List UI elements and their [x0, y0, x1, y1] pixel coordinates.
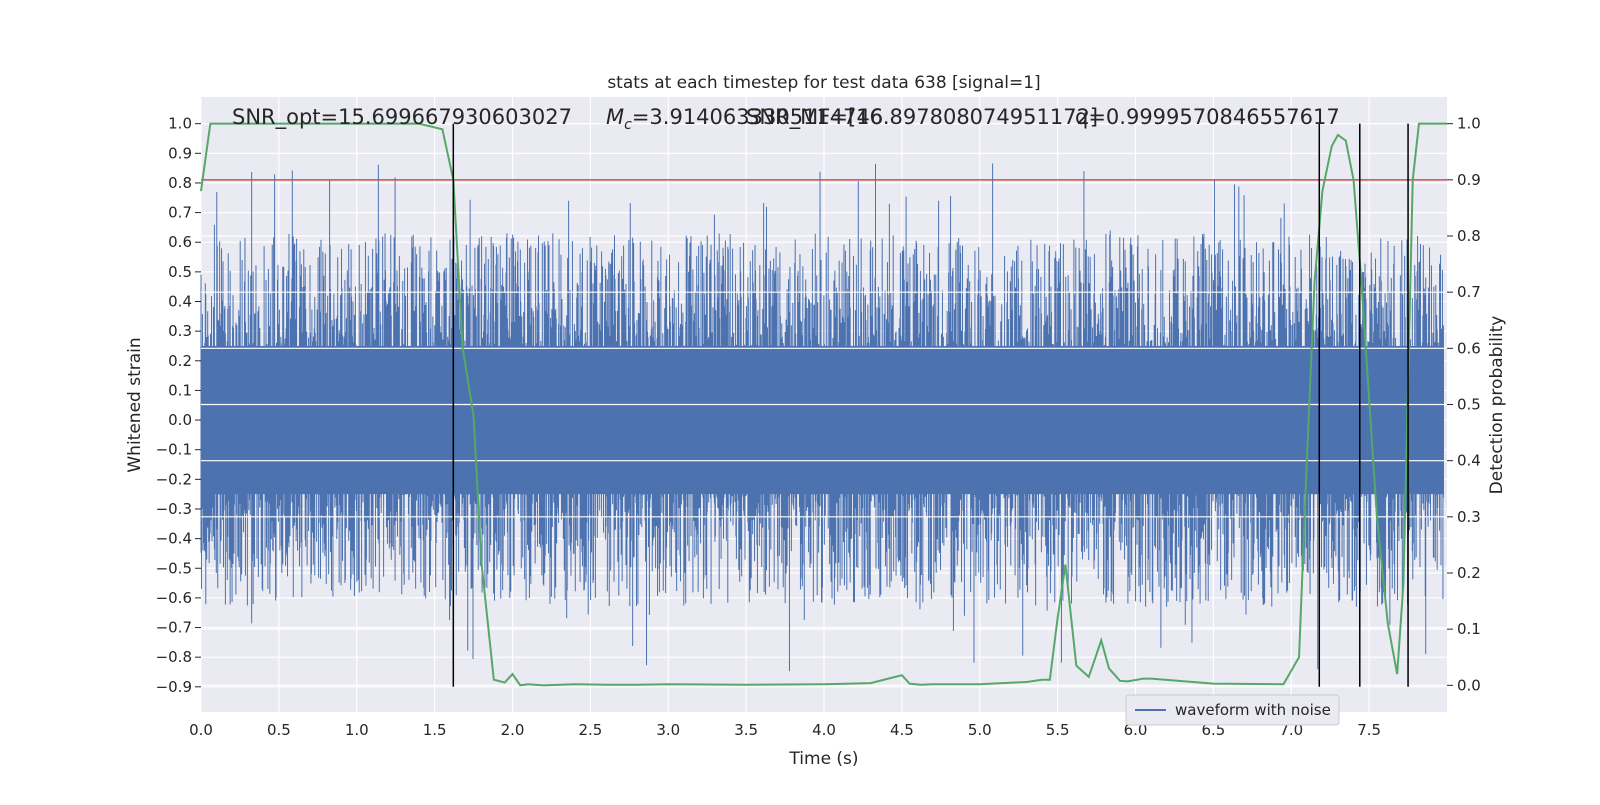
x-tick-label: 5.5	[1046, 721, 1070, 739]
y-tick-label: 0.9	[168, 144, 192, 162]
x-tick-label: 5.0	[968, 721, 992, 739]
y-tick-label: −0.2	[156, 470, 192, 488]
annotation-mass-ratio: q=0.9999570846557617	[1075, 105, 1340, 129]
x-tick-label: 4.5	[890, 721, 914, 739]
x-tick-label: 3.0	[656, 721, 680, 739]
y-tick-label: 0.6	[168, 233, 192, 251]
annotation-chirp-mass-symbol: M	[606, 105, 624, 129]
y-tick-label: −0.3	[156, 500, 192, 518]
chart-title: stats at each timestep for test data 638…	[607, 73, 1040, 93]
waveform-with-noise-line	[200, 163, 1444, 672]
waveform-layer	[200, 163, 1444, 672]
y2-tick-label: 0.9	[1457, 171, 1481, 189]
y-tick-label: −0.6	[156, 589, 192, 607]
x-tick-label: 0.5	[267, 721, 291, 739]
y-tick-label: −0.4	[156, 530, 192, 548]
y2-tick-label: 1.0	[1457, 115, 1481, 133]
detection-probability-line	[200, 122, 1447, 687]
x-tick-label: 1.0	[345, 721, 369, 739]
y-tick-label: 0.8	[168, 174, 192, 192]
overlay-layer	[200, 122, 1447, 687]
y2-tick-label: 0.1	[1457, 620, 1481, 638]
x-tick-label: 3.5	[734, 721, 758, 739]
annotation-chirp-mass-subscript: c	[624, 117, 632, 133]
legend: waveform with noise	[1125, 694, 1340, 726]
y2-tick-label: 0.5	[1457, 396, 1481, 414]
y2-tick-label: 0.4	[1457, 452, 1481, 470]
legend-label-waveform: waveform with noise	[1175, 701, 1331, 719]
x-tick-label: 2.5	[578, 721, 602, 739]
y-tick-label: 0.1	[168, 381, 192, 399]
y2-tick-label: 0.3	[1457, 508, 1481, 526]
y-tick-label: 1.0	[168, 115, 192, 133]
x-tick-label: 1.5	[423, 721, 447, 739]
x-tick-label: 7.5	[1357, 721, 1381, 739]
legend-box	[1125, 694, 1340, 726]
y2-tick-label: 0.0	[1457, 676, 1481, 694]
y-tick-label: 0.0	[168, 411, 192, 429]
y-tick-label: −0.1	[156, 441, 192, 459]
y-tick-label: 0.2	[168, 352, 192, 370]
y-tick-label: 0.5	[168, 263, 192, 281]
x-tick-label: 4.0	[812, 721, 836, 739]
annotation-snr-mf: SNR_MF=[16.897808074951172]	[746, 105, 1098, 130]
x-tick-label: 0.0	[189, 721, 213, 739]
y2-tick-label: 0.7	[1457, 283, 1481, 301]
y-tick-label: 0.7	[168, 204, 192, 222]
y-tick-label: −0.5	[156, 559, 192, 577]
y-tick-label: 0.3	[168, 322, 192, 340]
x-axis-title: Time (s)	[788, 749, 858, 769]
y-tick-label: −0.9	[156, 678, 192, 696]
annotation-chirp-mass: Mc=3.9140633305114746	[606, 105, 883, 133]
y-tick-label: 0.4	[168, 293, 192, 311]
y-tick-label: −0.8	[156, 648, 192, 666]
y2-tick-labels: 1.0 0.9 0.8 0.7 0.6 0.5 0.4 0.3 0.2 0.1 0.0	[1447, 115, 1481, 694]
y-tick-labels: 1.0 0.9 0.8 0.7 0.6 0.5 0.4 0.3 0.2 0.1 0.0 −0.1 −0.…	[156, 115, 201, 696]
y2-tick-label: 0.6	[1457, 339, 1481, 357]
y2-tick-label: 0.8	[1457, 227, 1481, 245]
y-tick-label: −0.7	[156, 619, 192, 637]
y2-tick-label: 0.2	[1457, 564, 1481, 582]
y2-axis-title: Detection probability	[1487, 316, 1507, 495]
annotation-snr-opt: SNR_opt=15.699667930603027	[232, 105, 572, 130]
annotation-chirp-mass-value: =3.9140633305114746	[632, 105, 883, 129]
y-axis-title: Whitened strain	[125, 337, 145, 472]
x-tick-label: 2.0	[501, 721, 525, 739]
